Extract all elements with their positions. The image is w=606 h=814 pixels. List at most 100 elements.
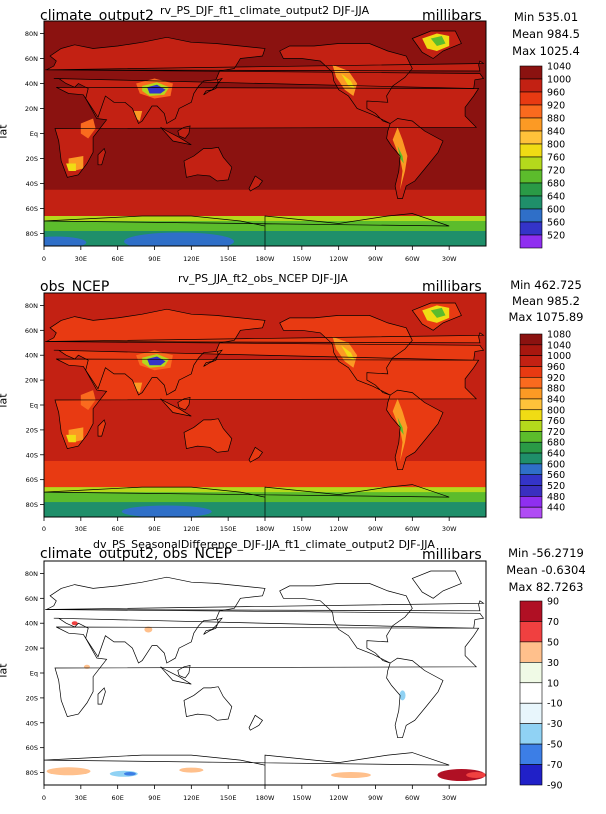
colorbar-label-520: 520	[547, 481, 565, 492]
colorbar-box-10	[519, 195, 543, 210]
colorbar-label-800: 800	[547, 405, 565, 416]
colorbar-label--70: -70	[547, 760, 563, 771]
panel-2-mean: Mean 985.2	[512, 294, 580, 308]
land-australia	[184, 147, 232, 181]
y-tick-label-60N: 60N	[25, 55, 38, 63]
colorbar-box-5	[519, 387, 543, 400]
coastline-antarctica	[44, 213, 450, 246]
x-tick-label-150W: 150W	[292, 255, 311, 263]
colorbar-box-7	[519, 743, 543, 765]
coastline-eurasia	[46, 576, 485, 664]
safrica-core	[66, 434, 76, 443]
coastline-greenland	[411, 570, 462, 599]
coastline-newzealand	[248, 714, 263, 731]
panel-1-mean: Mean 984.5	[512, 27, 580, 41]
panel-2-min: Min 462.725	[510, 278, 582, 292]
y-tick-label-20S: 20S	[26, 426, 38, 434]
colorbar-label-1040: 1040	[547, 62, 571, 73]
anomaly-neg-andes	[399, 690, 406, 701]
panel-3-min: Min -56.2719	[508, 546, 584, 560]
anomaly-pos-antarctic-east	[437, 769, 486, 782]
colorbar-box-12	[519, 463, 543, 476]
y-tick-label-80S: 80S	[26, 501, 38, 509]
colorbar-label-640: 640	[547, 449, 565, 460]
x-tick-label-30W: 30W	[442, 525, 457, 533]
x-tick-label-120E: 120E	[183, 255, 200, 263]
coastline-newzealand	[248, 175, 263, 192]
x-tick-label-150E: 150E	[220, 794, 237, 802]
colorbar-box-9	[519, 182, 543, 197]
y-tick-label-Eq: Eq	[30, 670, 38, 678]
colorbar-box-4	[519, 117, 543, 132]
india-high	[133, 382, 143, 393]
anomaly-neg-core	[123, 772, 136, 776]
y-tick-label-40S: 40S	[26, 451, 38, 459]
y-tick-label-20N: 20N	[25, 645, 38, 653]
land-australia	[184, 418, 232, 453]
colorbar-label-880: 880	[547, 384, 565, 395]
x-tick-label-30W: 30W	[442, 794, 457, 802]
coastline-samerica	[386, 389, 444, 471]
colorbar-label-90: 90	[547, 597, 559, 608]
x-tick-label-60W: 60W	[405, 794, 420, 802]
y-tick-label-80S: 80S	[26, 230, 38, 238]
colorbar-box-2	[519, 641, 543, 663]
colorbar-label-560: 560	[547, 470, 565, 481]
coastline-greatbritain	[45, 600, 485, 612]
andes-outer	[392, 398, 408, 461]
anomaly-pos-med	[71, 621, 78, 626]
colorbar-box-5	[519, 702, 543, 724]
panel-1-title: rv_PS_DJF_ft1_climate_output2 DJF-JJA	[160, 4, 370, 17]
colorbar-box-13	[519, 474, 543, 486]
andes-outer	[392, 127, 408, 190]
x-tick-label-0: 0	[42, 255, 46, 263]
x-tick-label-90E: 90E	[148, 255, 160, 263]
anomaly-pos-south-2	[330, 772, 371, 779]
x-tick-label-150W: 150W	[292, 525, 311, 533]
andes-inner	[397, 146, 404, 164]
land-newzealand	[249, 447, 263, 463]
x-tick-label-60W: 60W	[405, 525, 420, 533]
anomaly-pos-south-3	[179, 767, 204, 773]
y-tick-label-60S: 60S	[26, 205, 38, 213]
colorbar-box-9	[519, 431, 543, 443]
x-tick-label-0: 0	[42, 525, 46, 533]
y-tick-label-40S: 40S	[26, 180, 38, 188]
x-tick-label-120W: 120W	[329, 794, 348, 802]
colorbar-box-6	[519, 398, 543, 411]
panel-2-units: millibars	[422, 279, 482, 295]
y-tick-label-20S: 20S	[26, 694, 38, 702]
map-field-3	[44, 561, 486, 785]
colorbar-box-5	[519, 130, 543, 145]
coastline-namerica	[279, 43, 413, 124]
y-tick-label-40N: 40N	[25, 80, 38, 88]
rockies-inner	[341, 345, 355, 361]
coastline-indonesia	[160, 666, 192, 685]
coastline-madagascar	[97, 147, 106, 166]
x-tick-label-90E: 90E	[148, 525, 160, 533]
coastline-newzealand	[248, 446, 263, 463]
x-tick-label-120W: 120W	[329, 525, 348, 533]
coastline-greatbritain	[45, 60, 485, 72]
colorbar-box-0	[519, 333, 543, 346]
panel-2-title: rv_PS_JJA_ft2_obs_NCEP DJF-JJA	[178, 272, 348, 285]
panel-1-model-label: climate_output2	[40, 8, 154, 24]
x-tick-label-30E: 30E	[75, 255, 87, 263]
colorbar-box-3	[519, 662, 543, 684]
x-tick-label-60W: 60W	[405, 255, 420, 263]
colorbar-box-0	[519, 600, 543, 622]
coastline-africa	[54, 358, 480, 450]
colorbar-label-920: 920	[547, 101, 565, 112]
colorbar-label-600: 600	[547, 459, 565, 470]
coastline-greatbritain	[45, 332, 485, 344]
colorbar-box-8	[519, 169, 543, 184]
colorbar-label--90: -90	[547, 781, 563, 792]
colorbar-label-50: 50	[547, 637, 559, 648]
x-tick-label-90E: 90E	[148, 794, 160, 802]
colorbar-label-840: 840	[547, 127, 565, 138]
x-tick-label-60E: 60E	[111, 255, 123, 263]
colorbar-box-10	[519, 441, 543, 454]
greenland-core	[430, 307, 446, 318]
colorbar-box-6	[519, 723, 543, 745]
panel-1-min: Min 535.01	[513, 10, 579, 24]
